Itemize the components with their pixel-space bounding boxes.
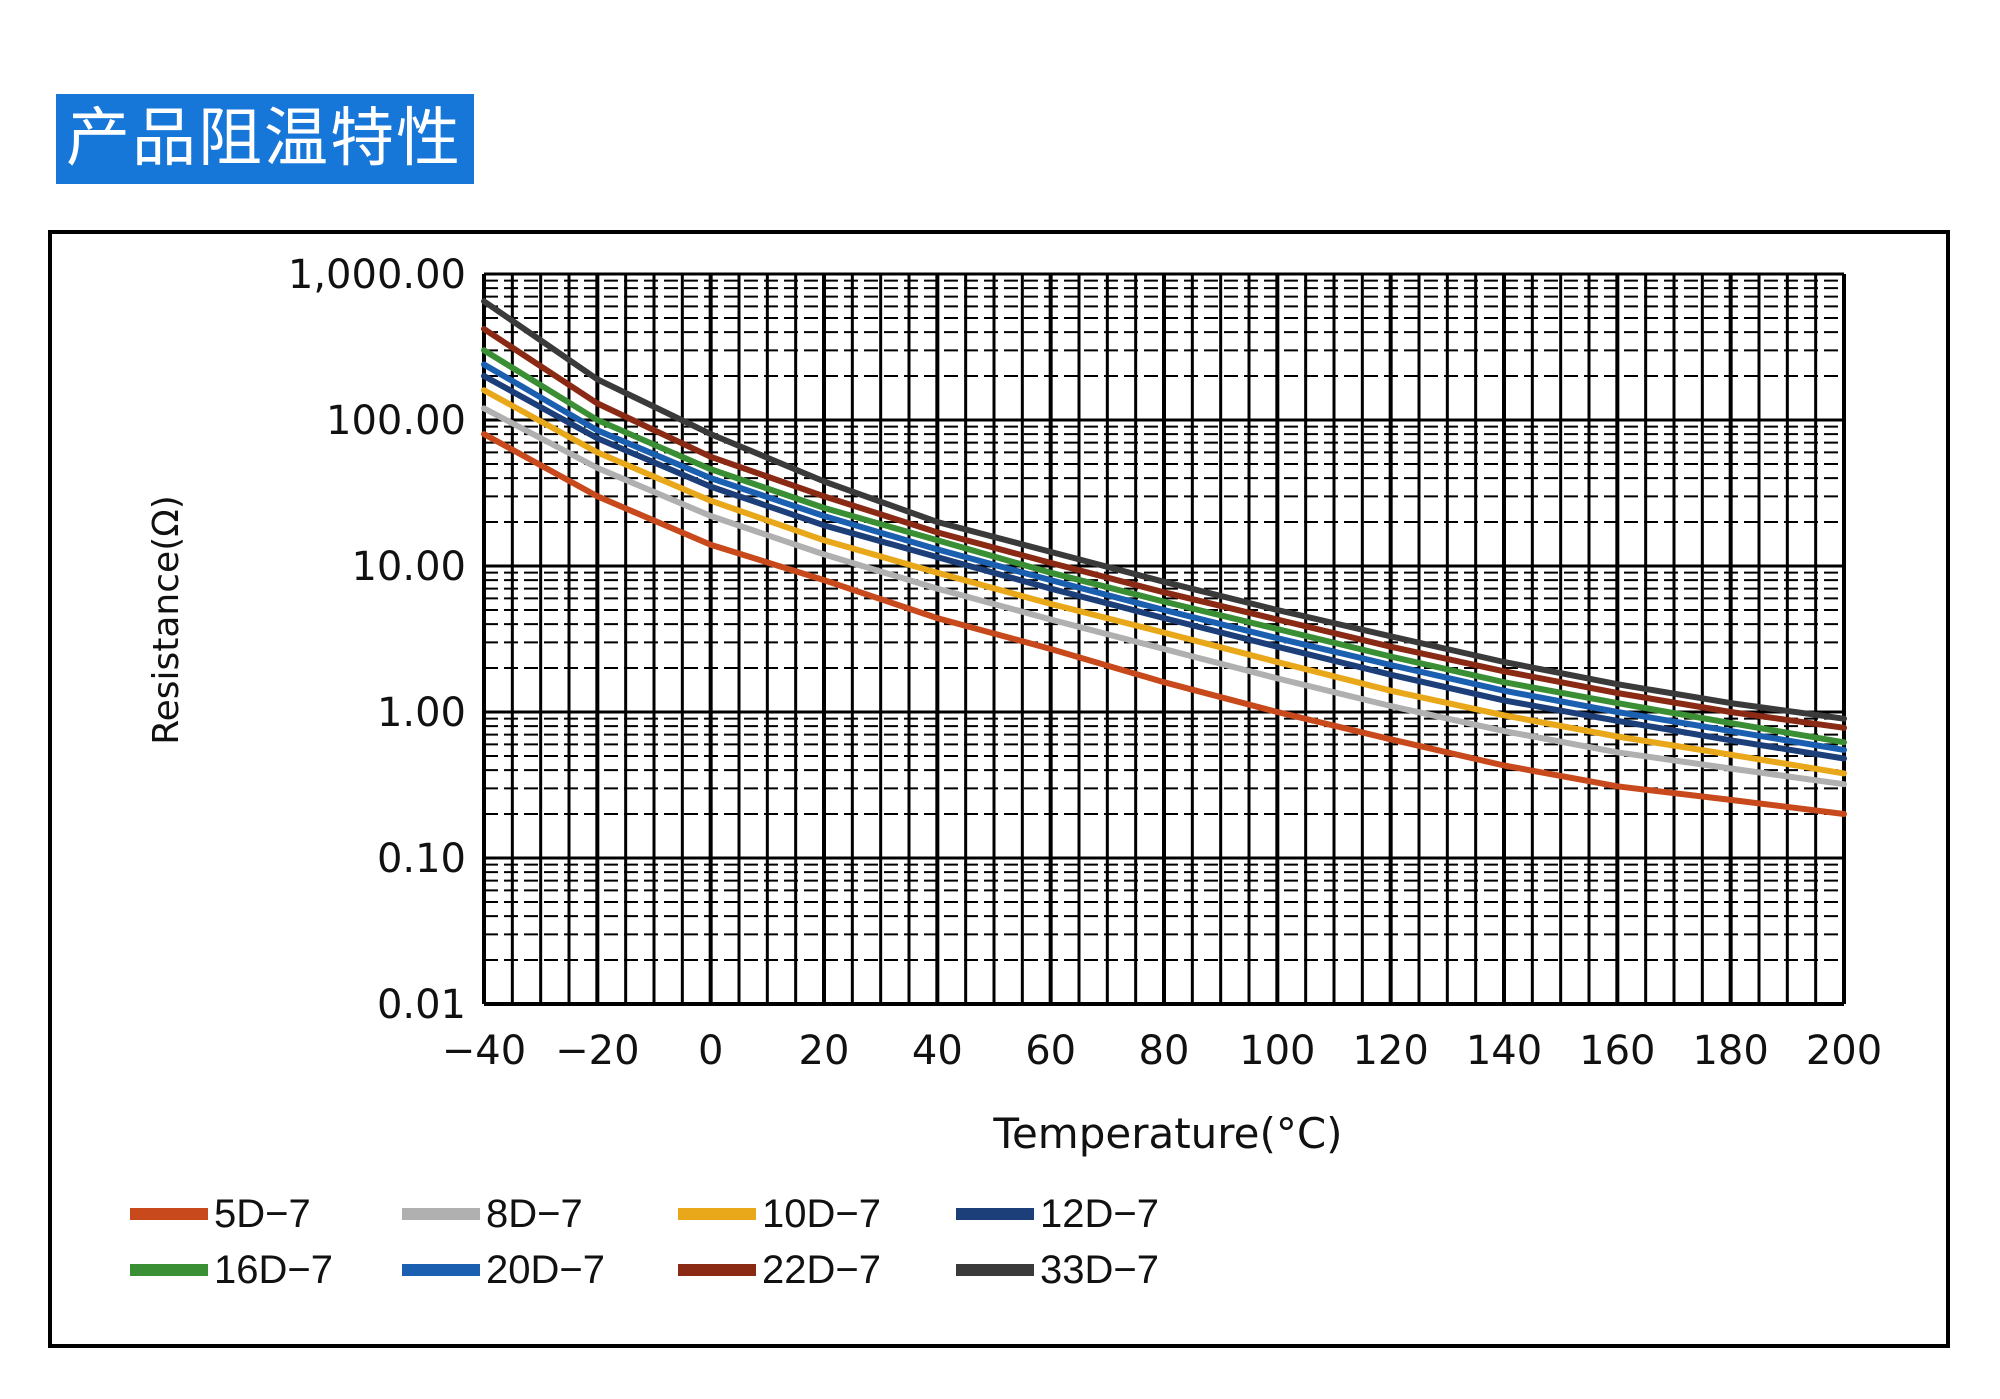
legend-item: 12D−7 <box>956 1188 1159 1240</box>
x-tick-label: 140 <box>1466 1028 1542 1074</box>
legend-swatch <box>130 1264 208 1276</box>
axes <box>482 274 1844 1006</box>
legend-swatch <box>402 1264 480 1276</box>
x-tick-label: 80 <box>1139 1028 1190 1074</box>
x-tick-label: −40 <box>442 1028 526 1074</box>
series-line-10D−7 <box>481 387 1847 777</box>
legend-item: 20D−7 <box>402 1244 605 1296</box>
legend-label: 10D−7 <box>762 1191 881 1236</box>
x-tick-label: −20 <box>555 1028 639 1074</box>
y-tick-label: 1,000.00 <box>288 252 466 298</box>
legend-swatch <box>402 1208 480 1220</box>
x-tick-label: 40 <box>912 1028 963 1074</box>
y-tick-label: 1.00 <box>377 690 466 736</box>
tick-labels: −40 −20 0 20 40 60 80 100 120 140 160 180 200 1,000.0… <box>288 252 1882 1074</box>
series-line-8D−7 <box>481 405 1847 788</box>
series-line-16D−7 <box>481 347 1847 746</box>
legend-label: 20D−7 <box>486 1247 605 1292</box>
legend-label: 16D−7 <box>214 1247 333 1292</box>
legend-swatch <box>678 1264 756 1276</box>
x-tick-label: 160 <box>1579 1028 1655 1074</box>
legend-item: 22D−7 <box>678 1244 881 1296</box>
legend-swatch <box>956 1208 1034 1220</box>
page-title-banner: 产品阻温特性 <box>56 94 474 184</box>
legend-label: 8D−7 <box>486 1191 583 1236</box>
x-tick-label: 180 <box>1692 1028 1768 1074</box>
x-tick-label: 200 <box>1806 1028 1882 1074</box>
legend-item: 5D−7 <box>130 1188 311 1240</box>
x-axis-title: Temperature(°C) <box>992 1109 1342 1158</box>
series-line-5D−7 <box>481 431 1847 817</box>
y-tick-label: 0.01 <box>377 982 466 1028</box>
legend-swatch <box>130 1208 208 1220</box>
legend-swatch <box>956 1264 1034 1276</box>
legend-item: 10D−7 <box>678 1188 881 1240</box>
resistance-temperature-chart: −40 −20 0 20 40 60 80 100 120 140 160 180 200 1,000.0… <box>146 252 1882 1158</box>
chart-frame: −40 −20 0 20 40 60 80 100 120 140 160 180 200 1,000.0… <box>48 230 1950 1348</box>
legend-item: 33D−7 <box>956 1244 1159 1296</box>
series-line-20D−7 <box>481 361 1847 753</box>
legend-label: 12D−7 <box>1040 1191 1159 1236</box>
grid <box>482 272 1846 1006</box>
y-tick-label: 10.00 <box>351 544 466 590</box>
legend-item: 16D−7 <box>130 1244 333 1296</box>
y-axis-title: Resistance(Ω) <box>146 495 187 745</box>
x-tick-label: 20 <box>799 1028 850 1074</box>
x-tick-label: 60 <box>1025 1028 1076 1074</box>
x-tick-label: 120 <box>1352 1028 1428 1074</box>
series-line-22D−7 <box>481 326 1847 731</box>
legend-swatch <box>678 1208 756 1220</box>
series-line-12D−7 <box>481 373 1847 762</box>
x-tick-label: 0 <box>698 1028 723 1074</box>
legend-label: 22D−7 <box>762 1247 881 1292</box>
y-tick-label: 0.10 <box>377 836 466 882</box>
series-lines <box>481 298 1847 817</box>
legend-label: 33D−7 <box>1040 1247 1159 1292</box>
x-tick-label: 100 <box>1239 1028 1315 1074</box>
legend-item: 8D−7 <box>402 1188 583 1240</box>
series-line-33D−7 <box>481 298 1847 722</box>
legend-label: 5D−7 <box>214 1191 311 1236</box>
y-tick-label: 100.00 <box>326 398 466 444</box>
